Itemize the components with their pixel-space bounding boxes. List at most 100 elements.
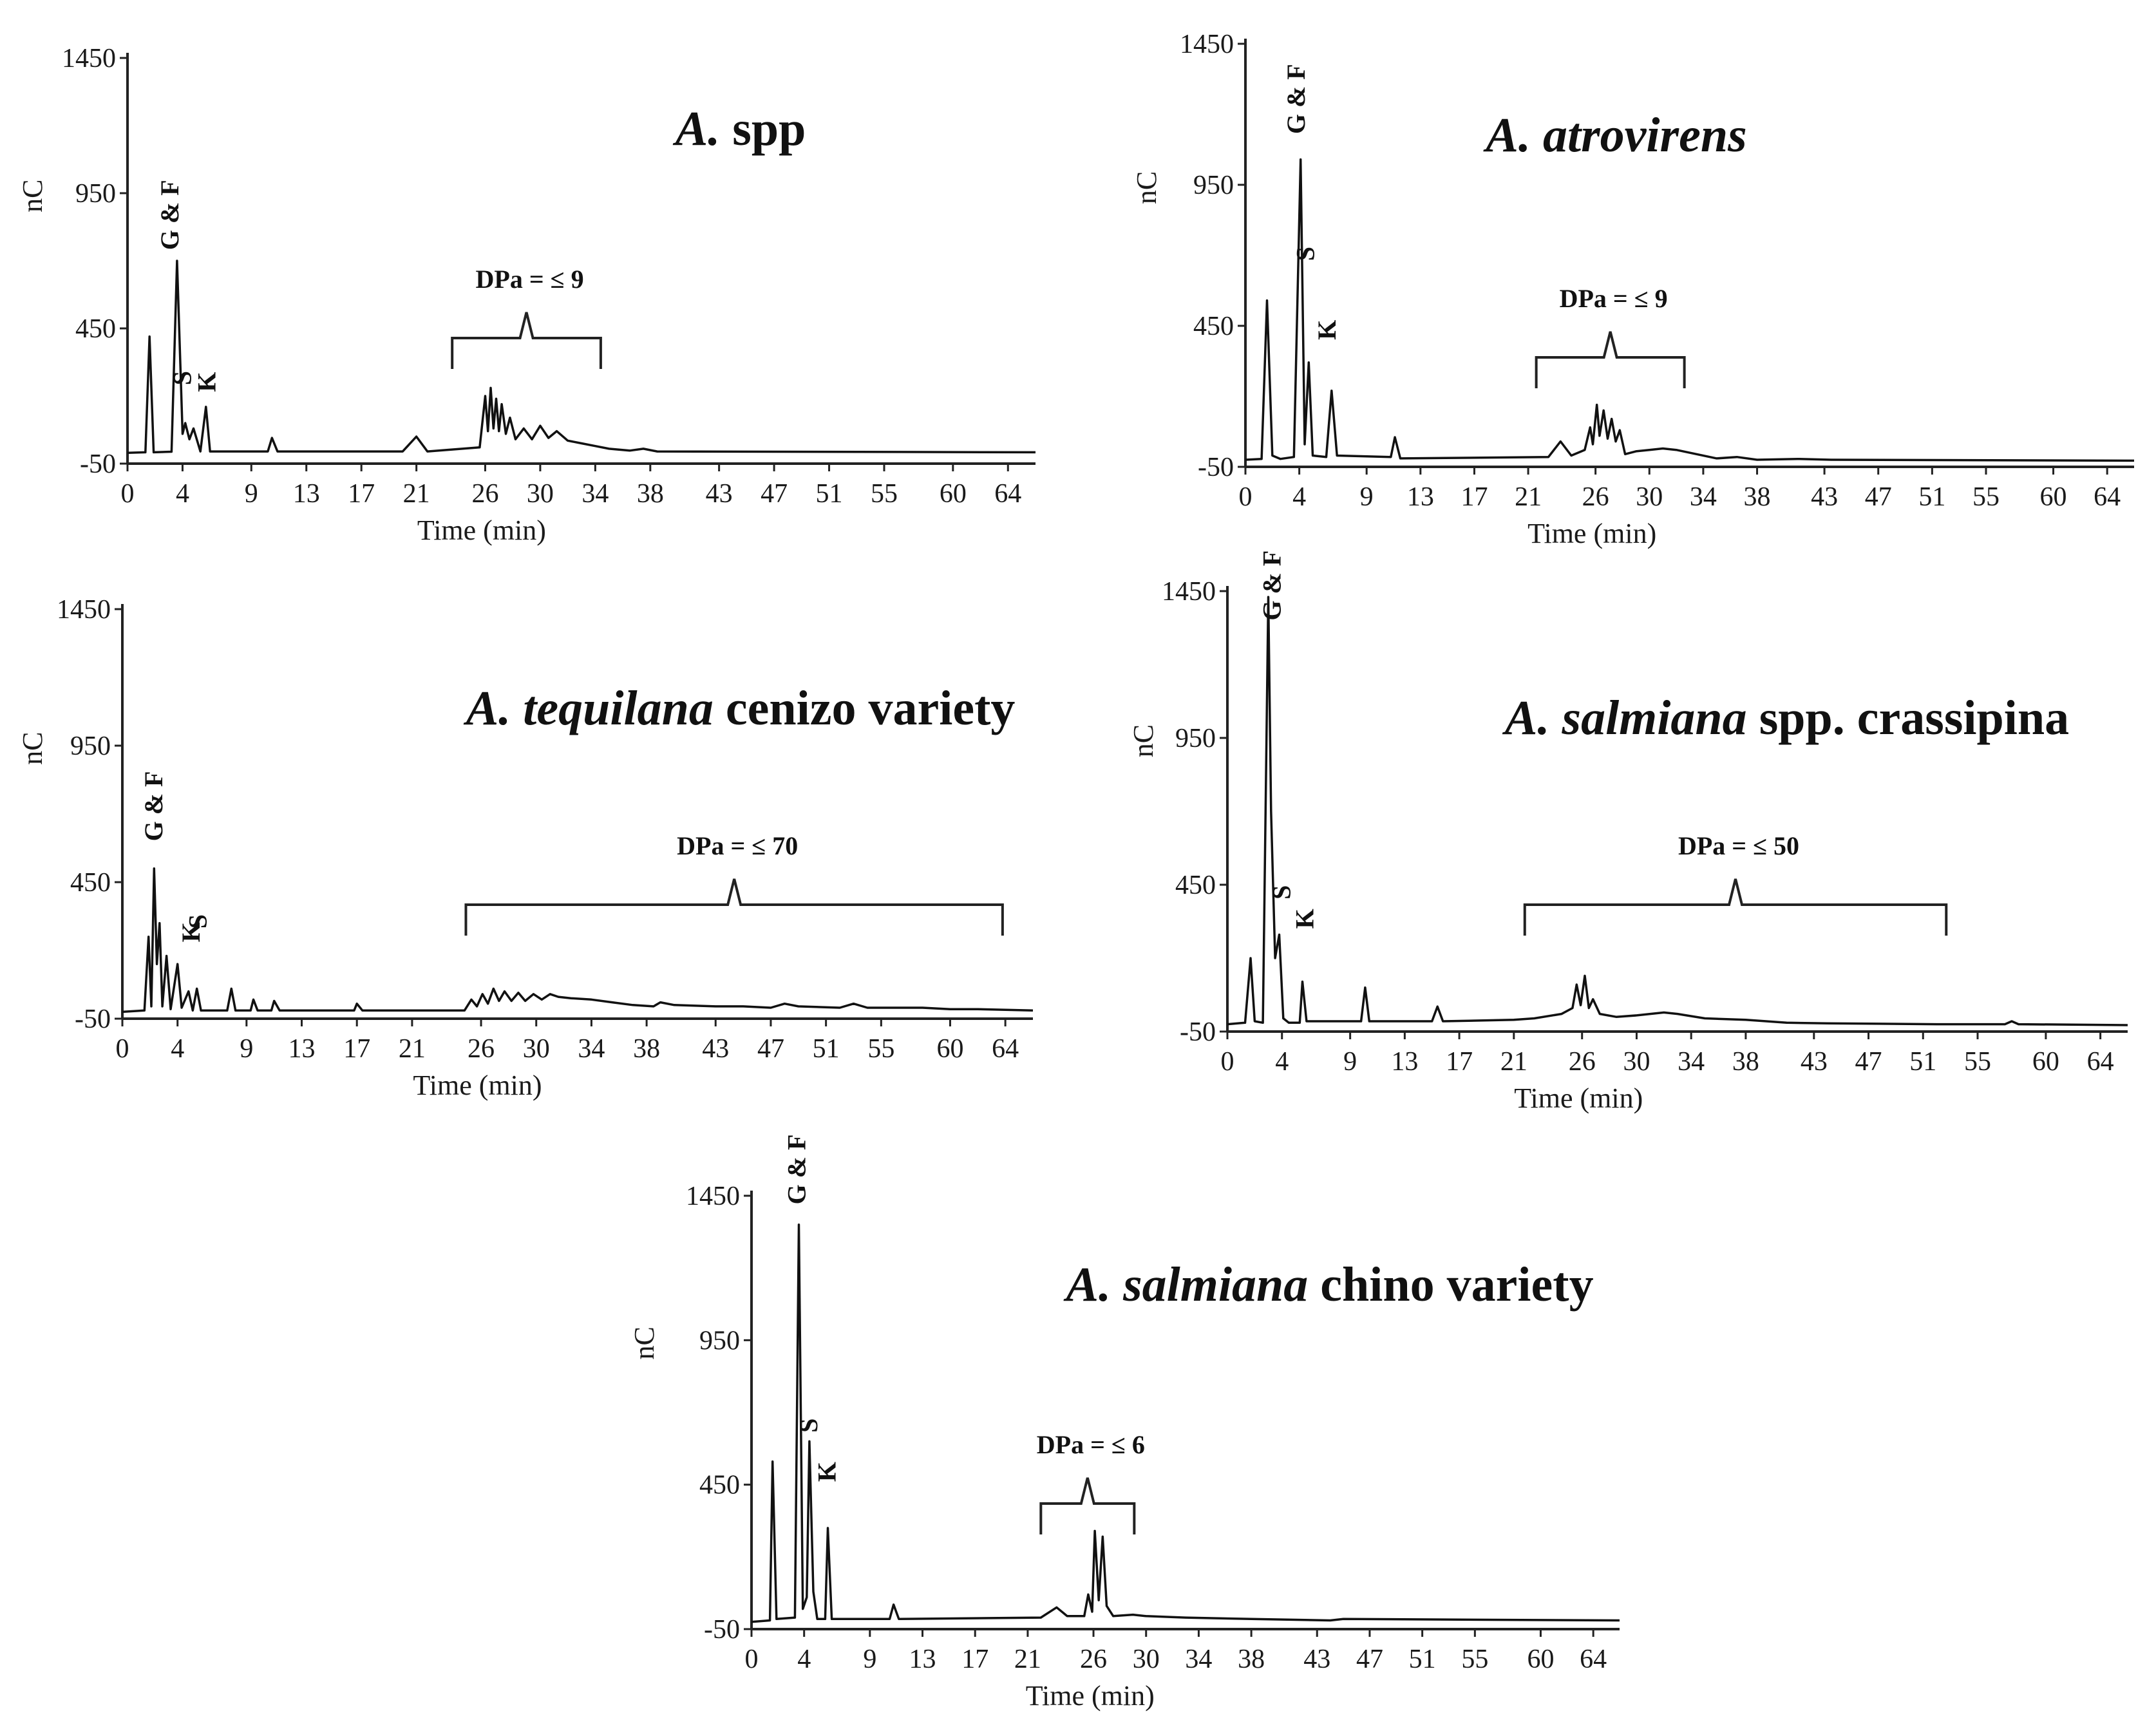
- panel-title-italic: A. tequilana: [464, 681, 714, 735]
- x-tick-label: 30: [527, 479, 554, 509]
- panel-title-italic: A.: [673, 102, 721, 156]
- x-tick-label: 64: [992, 1034, 1019, 1064]
- panel-title-rest: cenizo variety: [714, 681, 1015, 735]
- x-tick-label: 30: [1623, 1047, 1650, 1077]
- x-tick-label: 64: [994, 479, 1021, 509]
- peak-label: K: [1290, 909, 1319, 929]
- y-tick-label: -50: [704, 1615, 740, 1645]
- dp-label: DPa = ≤ 6: [1037, 1430, 1145, 1459]
- x-tick-label: 47: [1855, 1047, 1882, 1077]
- peak-label: K: [813, 1462, 842, 1482]
- x-tick-label: 43: [706, 479, 733, 509]
- y-tick-label: 950: [1193, 171, 1234, 200]
- dp-label: DPa = ≤ 9: [1560, 284, 1668, 313]
- y-tick-label: 1450: [686, 1182, 740, 1211]
- y-tick-label: 450: [1175, 871, 1216, 900]
- x-tick-label: 51: [1909, 1047, 1936, 1077]
- x-tick-label: 21: [1014, 1645, 1041, 1674]
- chromatogram-panel-3: -50 450 950 1450 0 4 9 13 17 21 26 30 34 38 43 47 51 55 60…: [17, 595, 1034, 1101]
- x-tick-label: 26: [1080, 1645, 1107, 1674]
- x-tick-label: 34: [582, 479, 609, 509]
- x-tick-label: 17: [961, 1645, 988, 1674]
- x-tick-label: 60: [936, 1034, 963, 1064]
- peak-label: K: [193, 372, 222, 392]
- x-tick-label: 38: [1732, 1047, 1759, 1077]
- chromatogram-panel-2: -50 450 950 1450 0 4 9 13 17 21 26 30 34 38 43 47 51 55 60…: [1131, 30, 2135, 549]
- y-tick-label: 1450: [1162, 577, 1216, 607]
- x-tick-label: 26: [1582, 482, 1609, 512]
- x-tick-label: 0: [121, 479, 135, 509]
- x-tick-label: 26: [1569, 1047, 1596, 1077]
- chromatogram-panel-5: -50 450 950 1450 0 4 9 13 17 21 26 30 34 38 43 47 51 55 60…: [629, 1135, 1620, 1712]
- x-tick-label: 4: [171, 1034, 184, 1064]
- y-tick-label: -50: [1180, 1017, 1216, 1047]
- x-tick-label: 13: [1391, 1047, 1418, 1077]
- chromatogram-trace: [1227, 596, 2128, 1026]
- x-tick-label: 13: [909, 1645, 936, 1674]
- x-tick-label: 47: [1865, 482, 1892, 512]
- x-tick-label: 4: [176, 479, 189, 509]
- y-tick-label: 450: [699, 1471, 740, 1500]
- x-tick-label: 17: [1446, 1047, 1473, 1077]
- panel-title: A. spp: [673, 102, 806, 156]
- y-axis-title: nC: [629, 1326, 660, 1359]
- x-tick-label: 21: [1515, 482, 1542, 512]
- peak-label: G & F: [155, 180, 184, 250]
- x-tick-label: 47: [1356, 1645, 1383, 1674]
- x-tick-label: 47: [761, 479, 788, 509]
- x-tick-label: 34: [578, 1034, 605, 1064]
- x-tick-label: 4: [1292, 482, 1306, 512]
- peak-label: S: [1291, 247, 1320, 261]
- x-tick-label: 38: [1238, 1645, 1265, 1674]
- peak-label: K: [176, 922, 205, 942]
- x-tick-label: 55: [871, 479, 898, 509]
- x-tick-label: 21: [1500, 1047, 1527, 1077]
- x-tick-label: 13: [293, 479, 320, 509]
- y-tick-label: 950: [70, 731, 111, 761]
- x-tick-label: 34: [1690, 482, 1717, 512]
- x-tick-label: 0: [116, 1034, 129, 1064]
- dp-bracket: [1523, 878, 1948, 936]
- x-tick-label: 60: [2032, 1047, 2059, 1077]
- x-tick-label: 4: [1275, 1047, 1289, 1077]
- y-tick-label: 450: [75, 314, 116, 344]
- y-tick-label: -50: [80, 449, 116, 479]
- x-tick-label: 26: [468, 1034, 495, 1064]
- x-axis-title: Time (min): [1026, 1680, 1155, 1712]
- y-tick-label: 950: [699, 1326, 740, 1355]
- panel-title-italic: A. atrovirens: [1483, 108, 1746, 162]
- y-tick-label: 1450: [1180, 30, 1234, 59]
- x-tick-label: 9: [1360, 482, 1374, 512]
- dp-label: DPa = ≤ 50: [1678, 831, 1799, 860]
- y-tick-label: 950: [1175, 724, 1216, 753]
- peak-label: S: [1267, 885, 1296, 900]
- x-axis-title: Time (min): [417, 514, 546, 546]
- chromatogram-trace: [751, 1223, 1620, 1623]
- dp-label: DPa = ≤ 70: [677, 831, 798, 860]
- panel-title-rest: chino variety: [1308, 1258, 1593, 1312]
- peak-label: G & F: [139, 771, 168, 842]
- x-tick-label: 13: [1407, 482, 1434, 512]
- x-tick-label: 34: [1185, 1645, 1212, 1674]
- x-tick-label: 47: [757, 1034, 784, 1064]
- x-tick-label: 51: [1918, 482, 1945, 512]
- y-tick-label: -50: [75, 1005, 111, 1034]
- peak-label: G & F: [1281, 64, 1310, 134]
- x-tick-label: 17: [1461, 482, 1488, 512]
- x-tick-label: 55: [1461, 1645, 1488, 1674]
- chromatogram-panel-4: -50 450 950 1450 0 4 9 13 17 21 26 30 34 38 43 47 51 55 60…: [1128, 551, 2128, 1114]
- x-tick-label: 9: [245, 479, 258, 509]
- dp-bracket: [451, 312, 602, 369]
- panel-title: A. salmiana chino variety: [1063, 1258, 1593, 1312]
- x-tick-label: 60: [2040, 482, 2067, 512]
- y-axis-title: nC: [17, 180, 48, 212]
- chromatogram-trace: [122, 867, 1034, 1014]
- x-tick-label: 26: [471, 479, 498, 509]
- x-tick-label: 60: [1527, 1645, 1554, 1674]
- x-tick-label: 64: [1580, 1645, 1607, 1674]
- x-tick-label: 21: [403, 479, 430, 509]
- chromatogram-panel-1: -50 450 950 1450 0 4 9 13 17 21 26 30 34 38 43 47 51 55 60…: [17, 44, 1036, 546]
- x-tick-label: 38: [637, 479, 664, 509]
- peak-label: G & F: [1258, 551, 1287, 621]
